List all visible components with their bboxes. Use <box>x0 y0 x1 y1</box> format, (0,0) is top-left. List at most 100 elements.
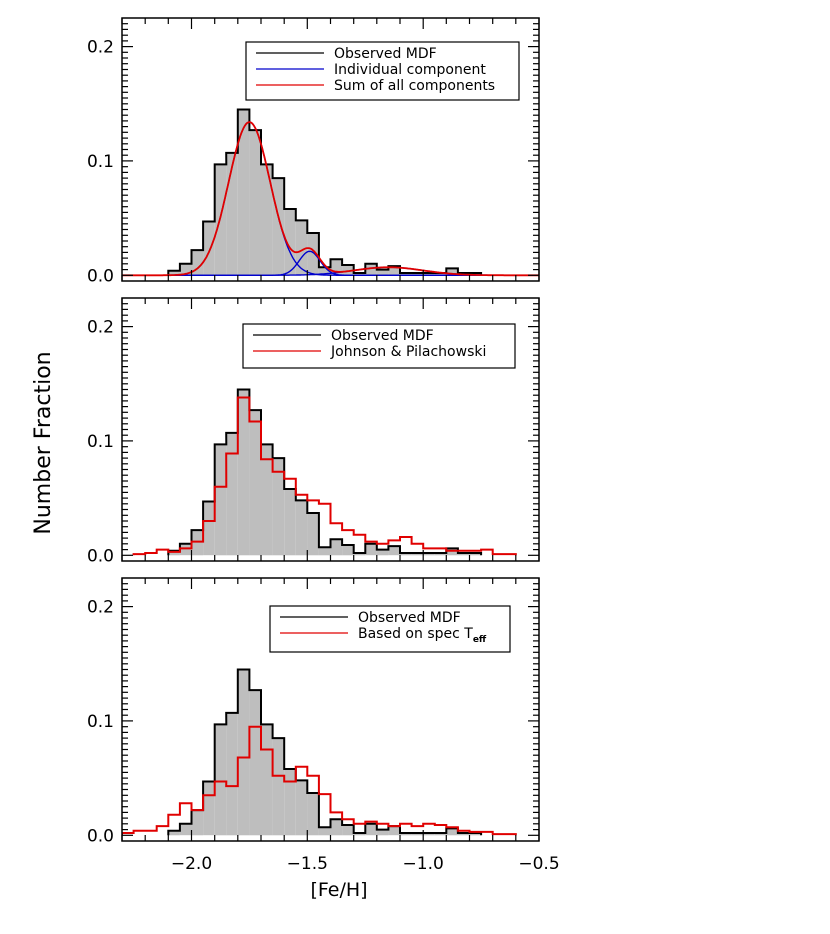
observed-bar <box>330 539 343 556</box>
observed-bar <box>353 833 366 836</box>
observed-bar <box>376 549 389 556</box>
observed-bar <box>249 410 261 556</box>
y-tick-label: 0.0 <box>87 546 114 566</box>
observed-bar <box>353 273 366 276</box>
observed-bar <box>272 178 285 276</box>
observed-bar <box>330 819 343 836</box>
observed-bar <box>376 269 389 276</box>
legend-box <box>245 41 520 101</box>
observed-bar <box>434 553 447 556</box>
observed-bar <box>168 830 180 836</box>
observed-bar <box>365 543 377 556</box>
observed-bar <box>388 546 400 556</box>
comparison-mdf-line <box>132 396 517 556</box>
y-tick-label: 0.2 <box>87 38 114 58</box>
observed-bar <box>191 250 204 276</box>
observed-bar <box>226 432 238 556</box>
observed-bar <box>249 690 261 836</box>
observed-bar <box>388 826 400 836</box>
observed-bar <box>284 489 296 556</box>
legend-box <box>242 323 516 369</box>
observed-bar <box>342 545 354 556</box>
observed-bar <box>237 389 250 556</box>
y-tick-label: 0.0 <box>87 266 114 286</box>
observed-bar <box>168 270 180 276</box>
observed-bar <box>272 738 285 836</box>
observed-bar <box>318 547 331 556</box>
sum-of-components-line <box>122 121 539 277</box>
observed-bar <box>284 769 296 836</box>
legend-label: Observed MDF <box>331 328 434 344</box>
observed-bar <box>400 833 412 836</box>
observed-bar <box>179 823 192 836</box>
observed-bar <box>457 553 470 556</box>
legend-subscript: eff <box>473 635 487 645</box>
legend-label: Johnson & Pilachowski <box>330 344 486 360</box>
observed-bar <box>226 712 238 836</box>
observed-bar <box>423 273 435 276</box>
observed-bar <box>261 164 273 276</box>
legend-label: Observed MDF <box>358 610 461 626</box>
observed-bar <box>365 263 377 276</box>
x-tick-label: −2.0 <box>171 854 212 874</box>
observed-bar <box>388 266 400 276</box>
y-tick-label: 0.2 <box>87 598 114 618</box>
observed-mdf-line <box>167 108 483 276</box>
observed-bar <box>342 825 354 836</box>
observed-bar <box>411 553 424 556</box>
observed-bar <box>423 553 435 556</box>
individual-component-line <box>122 121 539 276</box>
observed-bar <box>353 553 366 556</box>
y-tick-label: 0.1 <box>87 152 114 172</box>
y-tick-label: 0.2 <box>87 318 114 338</box>
observed-bar <box>469 833 482 836</box>
plot-area <box>122 668 517 836</box>
observed-bar <box>191 530 204 556</box>
observed-bar <box>179 543 192 556</box>
y-tick-label: 0.1 <box>87 712 114 732</box>
observed-bar <box>342 265 354 276</box>
observed-mdf-line <box>167 388 483 556</box>
observed-bar <box>272 458 285 556</box>
legend-label: Individual component <box>334 62 486 78</box>
observed-bar <box>261 444 273 556</box>
observed-bar <box>295 500 308 556</box>
observed-bar <box>237 669 250 836</box>
legend-label: Observed MDF <box>334 46 437 62</box>
comparison-mdf-line <box>122 725 517 836</box>
x-tick-label: −1.5 <box>287 854 328 874</box>
observed-bar <box>237 109 250 276</box>
observed-bar <box>191 810 204 836</box>
observed-bar <box>469 553 482 556</box>
panel-bottom: 0.0 0.1 0.2 −2.0 −1.5 −1.0 −0.5 Observed MDFBas… <box>87 577 560 874</box>
observed-bar <box>411 273 424 276</box>
observed-bar <box>168 550 180 556</box>
observed-bar <box>423 833 435 836</box>
plot-area <box>132 388 517 556</box>
observed-bar <box>446 548 458 556</box>
observed-bar <box>434 833 447 836</box>
y-tick-label: 0.1 <box>87 432 114 452</box>
plot-area <box>122 108 539 277</box>
observed-bar <box>284 209 296 276</box>
observed-bar <box>261 724 273 836</box>
observed-bar <box>330 259 343 276</box>
observed-bar <box>214 444 227 556</box>
observed-bar <box>295 780 308 836</box>
x-tick-label: −1.0 <box>403 854 444 874</box>
observed-bar <box>203 501 215 556</box>
observed-bar <box>214 724 227 836</box>
observed-bar <box>434 273 447 276</box>
observed-mdf-line <box>167 668 483 836</box>
y-tick-label: 0.0 <box>87 826 114 846</box>
observed-bar <box>307 513 319 556</box>
y-axis-label: Number Fraction <box>31 351 56 534</box>
observed-bar <box>457 833 470 836</box>
